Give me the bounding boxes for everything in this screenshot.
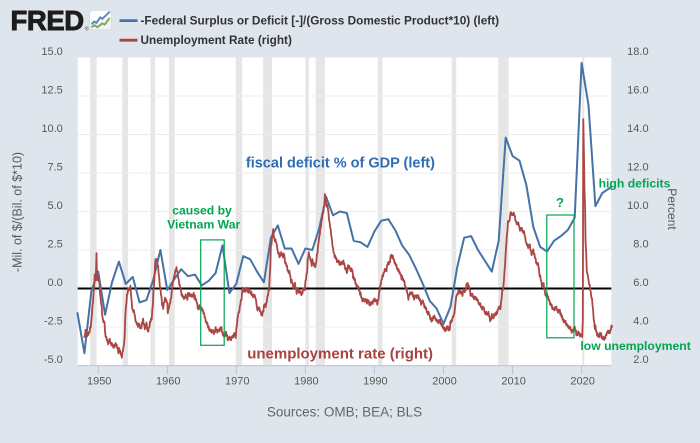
svg-text:2020: 2020 bbox=[570, 375, 594, 387]
svg-text:1990: 1990 bbox=[363, 375, 387, 387]
svg-text:Sources: OMB; BEA; BLS: Sources: OMB; BEA; BLS bbox=[267, 405, 422, 420]
svg-text:2010: 2010 bbox=[501, 375, 525, 387]
svg-text:Unemployment Rate (right): Unemployment Rate (right) bbox=[141, 33, 292, 47]
svg-text:Percent: Percent bbox=[665, 188, 679, 230]
svg-text:2.5: 2.5 bbox=[48, 239, 63, 251]
svg-text:-Mil. of $/(Bil. of $*10): -Mil. of $/(Bil. of $*10) bbox=[11, 152, 25, 272]
svg-text:®: ® bbox=[85, 26, 89, 33]
svg-text:10.0: 10.0 bbox=[41, 123, 62, 135]
svg-text:unemployment rate (right): unemployment rate (right) bbox=[247, 345, 433, 362]
svg-text:12.0: 12.0 bbox=[627, 162, 648, 174]
svg-text:15.0: 15.0 bbox=[41, 46, 62, 58]
svg-text:fiscal deficit % of GDP (left): fiscal deficit % of GDP (left) bbox=[246, 155, 435, 171]
svg-text:1950: 1950 bbox=[87, 375, 111, 387]
svg-text:FRED: FRED bbox=[11, 5, 84, 36]
svg-text:12.5: 12.5 bbox=[41, 85, 62, 97]
svg-text:14.0: 14.0 bbox=[627, 123, 648, 135]
svg-text:high deficits: high deficits bbox=[599, 176, 671, 190]
svg-text:caused by: caused by bbox=[172, 203, 232, 217]
svg-text:4.0: 4.0 bbox=[633, 316, 648, 328]
svg-text:?: ? bbox=[556, 195, 564, 210]
svg-text:-2.5: -2.5 bbox=[44, 316, 63, 328]
svg-text:5.0: 5.0 bbox=[48, 200, 63, 212]
svg-text:low unemployment: low unemployment bbox=[580, 339, 690, 353]
svg-text:-Federal Surplus or Deficit [-: -Federal Surplus or Deficit [-]/(Gross D… bbox=[141, 13, 500, 27]
svg-text:10.0: 10.0 bbox=[627, 200, 648, 212]
svg-text:Vietnam War: Vietnam War bbox=[167, 218, 240, 232]
svg-text:1970: 1970 bbox=[225, 375, 249, 387]
svg-text:18.0: 18.0 bbox=[627, 46, 648, 58]
svg-text:0.0: 0.0 bbox=[48, 277, 63, 289]
svg-text:-5.0: -5.0 bbox=[44, 354, 63, 366]
svg-text:1960: 1960 bbox=[156, 375, 180, 387]
svg-text:7.5: 7.5 bbox=[48, 162, 63, 174]
svg-text:2.0: 2.0 bbox=[633, 354, 648, 366]
svg-text:1980: 1980 bbox=[294, 375, 318, 387]
svg-text:16.0: 16.0 bbox=[627, 85, 648, 97]
svg-text:8.0: 8.0 bbox=[633, 239, 648, 251]
svg-text:2000: 2000 bbox=[432, 375, 456, 387]
svg-text:6.0: 6.0 bbox=[633, 277, 648, 289]
